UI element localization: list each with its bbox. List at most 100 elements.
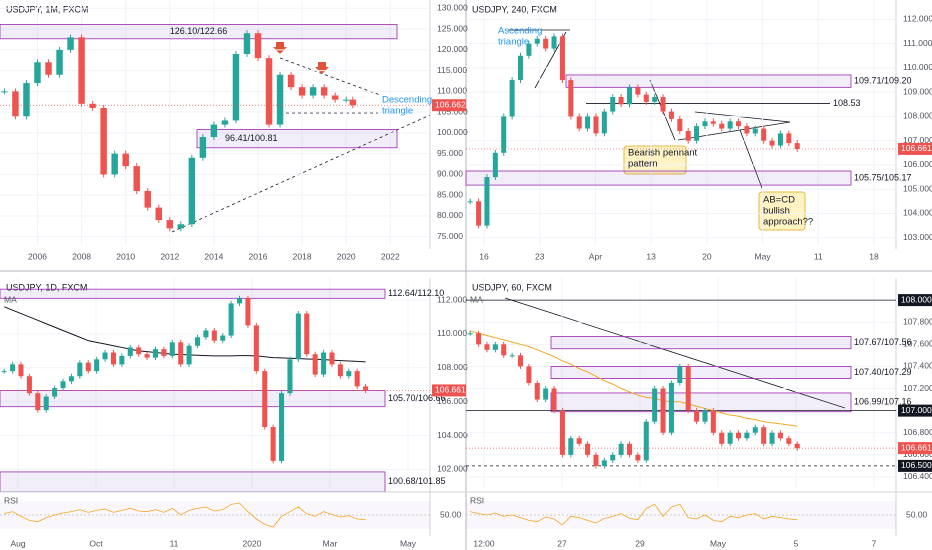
candle: [56, 49, 63, 75]
x-tick-label: 29: [635, 538, 645, 548]
level-tag: [898, 294, 932, 307]
candle: [601, 460, 607, 466]
level-label: 106.500: [901, 460, 932, 470]
candle: [543, 38, 549, 49]
last-price-label: 106.662: [435, 99, 466, 109]
candle: [794, 143, 800, 149]
y-tick-label: 102.000: [437, 464, 468, 474]
candle: [610, 97, 616, 112]
candle: [177, 224, 185, 229]
candle: [136, 347, 142, 355]
x-tick-label: Mar: [323, 538, 338, 548]
candle: [12, 91, 19, 117]
candle: [169, 342, 175, 356]
candle: [635, 454, 641, 461]
candle: [342, 99, 350, 101]
y-tick-label: 106.400: [903, 471, 932, 481]
level-tag: [898, 404, 932, 417]
candle: [593, 116, 599, 134]
x-tick-label: 20: [702, 251, 712, 261]
candle: [576, 438, 582, 444]
candle: [794, 443, 800, 449]
candle: [210, 124, 218, 138]
candle: [626, 443, 633, 455]
y-tick-label: 106.800: [903, 427, 932, 437]
y-tick-label: 107.600: [903, 339, 932, 349]
x-tick-label: 11: [170, 538, 179, 548]
trendline: [739, 129, 763, 189]
candle: [543, 388, 549, 400]
candle: [253, 325, 259, 372]
candle: [23, 83, 30, 117]
candle: [735, 432, 742, 439]
candle: [363, 386, 369, 391]
last-price-label: 106.661: [901, 442, 932, 452]
y-tick-label: 107.800: [903, 316, 932, 326]
candle: [68, 376, 74, 382]
candle: [199, 137, 207, 158]
y-tick-label: 95.000: [437, 148, 463, 158]
zone-label: 106.99/107.16: [854, 397, 912, 407]
candle: [232, 53, 240, 121]
candle: [35, 393, 41, 411]
zone: [0, 288, 386, 299]
candle: [26, 376, 32, 394]
candle: [526, 43, 532, 56]
zone-label: 105.70/106.66: [388, 393, 446, 403]
candle: [312, 354, 318, 375]
candle: [467, 201, 473, 203]
candle: [166, 220, 174, 229]
moving-average: [470, 330, 798, 427]
candle: [155, 207, 162, 221]
x-tick-label: 23: [535, 251, 545, 261]
candle: [492, 152, 498, 178]
candle: [321, 352, 327, 375]
level-tag: [898, 459, 932, 472]
candle: [243, 33, 251, 54]
candle: [346, 371, 352, 377]
x-tick-label: 2006: [28, 251, 47, 261]
y-tick-label: 110.000: [437, 86, 467, 96]
rsi-label: RSI: [4, 495, 18, 505]
candle: [517, 355, 524, 367]
annotation: Ascending: [498, 26, 542, 37]
candle: [10, 364, 16, 372]
y-tick-label: 103.000: [903, 232, 932, 242]
candle: [337, 364, 343, 377]
candle: [18, 364, 24, 377]
candle: [694, 410, 700, 422]
candle: [484, 344, 490, 350]
trendline: [694, 111, 791, 123]
y-tick-label: 125.000: [437, 23, 468, 33]
x-tick-label: Apr: [589, 251, 602, 261]
candle: [178, 342, 184, 365]
candle: [287, 74, 295, 88]
level-label: 108.000: [901, 294, 932, 304]
annotation: Descending: [382, 95, 432, 106]
y-tick-label: 80.000: [437, 210, 463, 220]
y-tick-label: 110.000: [903, 62, 932, 72]
candle: [304, 313, 310, 355]
annotation: bullish: [763, 206, 790, 217]
candle: [719, 432, 725, 444]
zone-label: 107.67/107.56: [854, 337, 912, 347]
candle: [685, 366, 691, 411]
candle: [254, 33, 262, 59]
zone: [0, 24, 398, 40]
zone-label: 126.10/122.66: [170, 26, 228, 36]
candle: [100, 107, 107, 175]
last-price-label: 106.661: [901, 143, 932, 153]
x-tick-label: 2016: [249, 251, 268, 261]
zone: [550, 366, 852, 379]
last-price-label: 106.661: [435, 385, 466, 395]
x-tick-label: Oct: [89, 538, 103, 548]
candle: [786, 438, 792, 444]
annotation: triangle: [498, 37, 529, 48]
y-tick-label: 107.200: [903, 383, 932, 393]
candle: [295, 313, 301, 360]
y-tick-label: 104.000: [903, 208, 932, 218]
candle: [194, 337, 201, 346]
zone-label: 96.41/100.81: [225, 133, 278, 143]
candle: [320, 87, 328, 96]
